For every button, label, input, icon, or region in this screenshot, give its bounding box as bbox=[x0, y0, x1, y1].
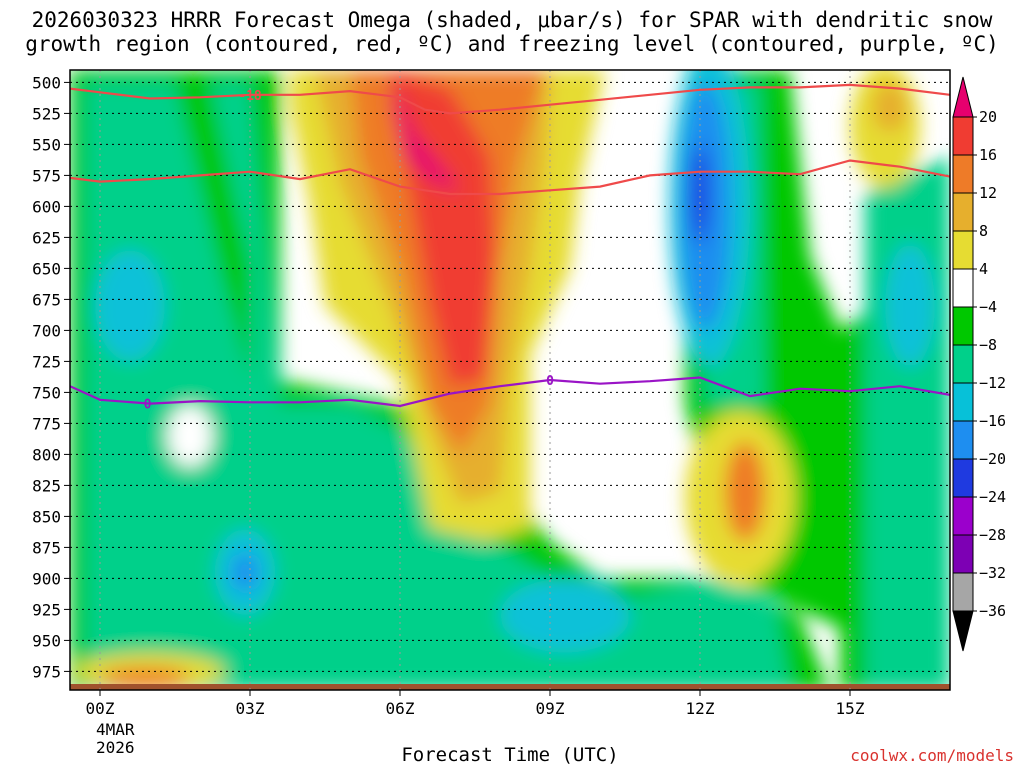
contour-label-zero-2: 0 bbox=[546, 374, 554, 389]
colorbar-segment bbox=[952, 382, 974, 422]
y-tick-label: 800 bbox=[32, 445, 61, 464]
x-tick-label: 03Z bbox=[236, 699, 265, 718]
colorbar-segment bbox=[952, 192, 974, 232]
colorbar-segment bbox=[952, 534, 974, 574]
contour-line-0 bbox=[70, 83, 950, 115]
y-tick-label: 625 bbox=[32, 228, 61, 247]
y-tick-label: 550 bbox=[32, 135, 61, 154]
contour-label-minus18: -18 bbox=[238, 89, 262, 104]
colorbar-segment bbox=[952, 572, 974, 612]
colorbar-label: 4 bbox=[979, 260, 988, 278]
colorbar-segment bbox=[952, 116, 974, 156]
colorbar-label: −36 bbox=[979, 602, 1006, 620]
colorbar-label: 20 bbox=[979, 108, 997, 126]
colorbar-label: −8 bbox=[979, 336, 997, 354]
x-tick-label: 06Z bbox=[386, 699, 415, 718]
y-tick-label: 850 bbox=[32, 507, 61, 526]
colorbar-label: 12 bbox=[979, 184, 997, 202]
y-tick-label: 700 bbox=[32, 321, 61, 340]
y-tick-label: 750 bbox=[32, 383, 61, 402]
magenta-region bbox=[395, 82, 460, 194]
y-tick-label: 975 bbox=[32, 662, 61, 681]
x-tick-label: 12Z bbox=[686, 699, 715, 718]
colorbar-segment bbox=[952, 268, 974, 308]
y-tick-label: 575 bbox=[32, 166, 61, 185]
colorbar-segment bbox=[952, 420, 974, 460]
colorbar-label: −24 bbox=[979, 488, 1006, 506]
y-tick-label: 675 bbox=[32, 290, 61, 309]
white-hole bbox=[167, 404, 213, 467]
orange-blob-2 bbox=[725, 442, 765, 542]
y-tick-label: 525 bbox=[32, 104, 61, 123]
plot-frame bbox=[69, 69, 951, 691]
chart-title-line-2: growth region (contoured, red, ºC) and f… bbox=[25, 32, 999, 56]
colorbar-label: −4 bbox=[979, 298, 997, 316]
contour-label-zero-1: 0 bbox=[144, 398, 152, 413]
colorbar-segment bbox=[952, 496, 974, 536]
y-tick-label: 900 bbox=[32, 569, 61, 588]
y-tick-label: 875 bbox=[32, 538, 61, 557]
y-tick-label: 650 bbox=[32, 259, 61, 278]
colorbar-segment bbox=[952, 458, 974, 498]
y-tick-label: 925 bbox=[32, 600, 61, 619]
colorbar-label: −28 bbox=[979, 526, 1006, 544]
y-tick-label: 825 bbox=[32, 476, 61, 495]
cyan-blob-3 bbox=[500, 578, 630, 653]
contour-line-1 bbox=[70, 159, 950, 196]
y-tick-label: 500 bbox=[32, 73, 61, 92]
chart-title-line-1: 2026030323 HRRR Forecast Omega (shaded, … bbox=[31, 8, 993, 32]
shaded-field bbox=[70, 70, 950, 690]
colorbar-segment bbox=[952, 306, 974, 346]
x-tick-label: 09Z bbox=[536, 699, 565, 718]
colorbar-label: −16 bbox=[979, 412, 1006, 430]
colorbar-label: −20 bbox=[979, 450, 1006, 468]
ground-strip bbox=[70, 684, 950, 690]
date-year: 2026 bbox=[96, 738, 135, 757]
colorbar-segment bbox=[952, 154, 974, 194]
colorbar-label: −12 bbox=[979, 374, 1006, 392]
dblue-blob bbox=[691, 144, 709, 244]
blue-blob-2 bbox=[232, 553, 258, 591]
date-month-day: 4MAR bbox=[96, 720, 135, 739]
y-tick-label: 950 bbox=[32, 631, 61, 650]
x-axis-label: Forecast Time (UTC) bbox=[401, 744, 619, 766]
colorbar-segment bbox=[952, 230, 974, 270]
colorbar-label: 8 bbox=[979, 222, 988, 240]
x-tick-label: 00Z bbox=[86, 699, 115, 718]
cyan-blob-1 bbox=[95, 249, 165, 362]
colorbar-label: 16 bbox=[979, 146, 997, 164]
y-tick-label: 775 bbox=[32, 414, 61, 433]
colorbar-segment bbox=[952, 344, 974, 384]
contour-line-2 bbox=[70, 376, 950, 408]
colorbar-label: −32 bbox=[979, 564, 1006, 582]
site-credit: coolwx.com/models bbox=[850, 746, 1014, 765]
colorbar-top-arrow bbox=[952, 76, 974, 118]
x-tick-label: 15Z bbox=[836, 699, 865, 718]
cyan-blob-4 bbox=[885, 243, 935, 368]
y-tick-label: 725 bbox=[32, 352, 61, 371]
y-tick-label: 600 bbox=[32, 197, 61, 216]
gold-blob-2 bbox=[872, 82, 908, 132]
teal-region-right bbox=[865, 156, 950, 690]
colorbar-bottom-arrow bbox=[952, 610, 974, 652]
orange-blob-3 bbox=[100, 667, 190, 688]
